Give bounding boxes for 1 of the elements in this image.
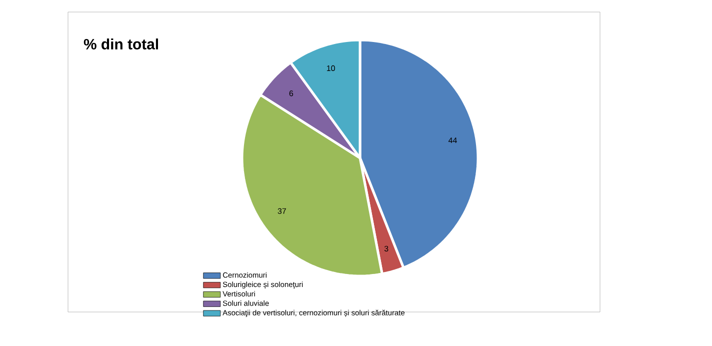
chart-title: % din total (84, 38, 158, 50)
